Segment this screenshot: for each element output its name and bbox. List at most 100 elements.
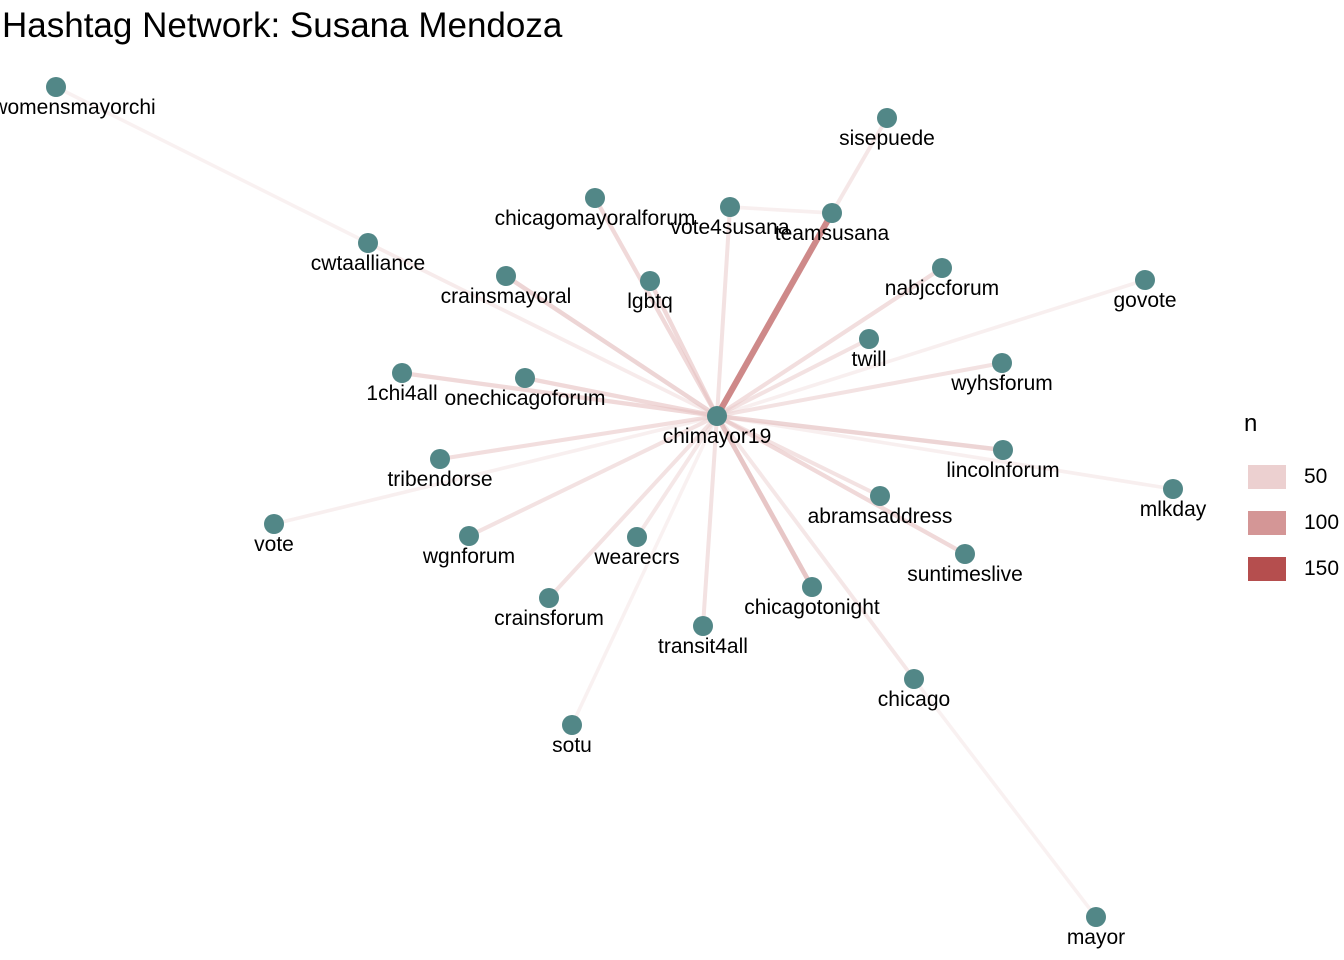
- node-label-twill: twill: [852, 348, 887, 371]
- node-crainsmayoral: [496, 266, 516, 286]
- node-label-womensmayorchi: womensmayorchi: [0, 96, 156, 119]
- legend-swatch-100: [1248, 511, 1286, 535]
- node-onechicagoforum: [515, 368, 535, 388]
- legend-label-100: 100: [1304, 511, 1340, 534]
- node-transit4all: [693, 616, 713, 636]
- node-govote: [1135, 270, 1155, 290]
- edge-chimayor19-wgnforum: [468, 414, 718, 538]
- node-sisepuede: [877, 108, 897, 128]
- node-label-crainsforum: crainsforum: [494, 607, 604, 630]
- legend-entry-150: 150: [1240, 546, 1339, 592]
- edge-chimayor19-sotu: [570, 415, 719, 726]
- node-lincolnforum: [993, 440, 1013, 460]
- edge-chimayor19-wearecrs: [635, 414, 719, 539]
- nodes-layer: [46, 77, 1183, 927]
- node-chimayor19: [707, 406, 727, 426]
- node-crainsforum: [539, 588, 559, 608]
- node-label-tribendorse: tribendorse: [387, 468, 492, 491]
- node-label-chicagomayoralforum: chicagomayoralforum: [495, 207, 696, 230]
- edge-chimayor19-twill: [716, 337, 870, 418]
- node-label-wgnforum: wgnforum: [422, 545, 515, 568]
- node-mlkday: [1163, 479, 1183, 499]
- node-label-teamsusana: teamsusana: [775, 222, 890, 245]
- node-label-govote: govote: [1113, 289, 1176, 312]
- node-label-lgbtq: lgbtq: [627, 290, 673, 313]
- edge-vote4susana-teamsusana: [729, 205, 833, 215]
- node-chicago: [904, 669, 924, 689]
- edge-chimayor19-vote4susana: [714, 206, 733, 417]
- node-label-nabjccforum: nabjccforum: [885, 277, 999, 300]
- node-abramsaddress: [870, 486, 890, 506]
- node-tribendorse: [430, 449, 450, 469]
- node-label-sisepuede: sisepuede: [839, 127, 935, 150]
- legend-swatch-150: [1248, 557, 1286, 581]
- node-label-wearecrs: wearecrs: [593, 546, 679, 569]
- edge-chicago-mayor: [912, 677, 1098, 919]
- node-chicagomayoralforum: [585, 188, 605, 208]
- legend-entry-100: 100: [1240, 500, 1339, 546]
- chart-title: Hashtag Network: Susana Mendoza: [2, 6, 563, 45]
- node-mayor: [1086, 907, 1106, 927]
- edge-teamsusana-sisepuede: [830, 117, 889, 214]
- node-wearecrs: [627, 527, 647, 547]
- edge-chimayor19-wyhsforum: [716, 361, 1003, 418]
- node-womensmayorchi: [46, 77, 66, 97]
- node-twill: [859, 329, 879, 349]
- node-chicagotonight: [802, 577, 822, 597]
- node-label-suntimeslive: suntimeslive: [907, 563, 1023, 586]
- edge-chimayor19-nabjccforum: [715, 266, 944, 418]
- legend-entry-50: 50: [1240, 454, 1339, 500]
- node-label-vote: vote: [254, 533, 294, 556]
- node-sotu: [562, 715, 582, 735]
- node-label-cwtaalliance: cwtaalliance: [311, 252, 425, 275]
- node-label-1chi4all: 1chi4all: [366, 382, 437, 405]
- edge-chimayor19-chicagomayoralforum: [593, 196, 719, 418]
- edge-chimayor19-suntimeslive: [715, 414, 967, 556]
- node-vote: [264, 514, 284, 534]
- node-label-transit4all: transit4all: [658, 635, 748, 658]
- legend-swatch-50: [1248, 465, 1286, 489]
- edge-chimayor19-tribendorse: [439, 413, 718, 462]
- node-vote4susana: [720, 197, 740, 217]
- edge-chimayor19-chicago: [715, 414, 916, 681]
- node-teamsusana: [822, 203, 842, 223]
- node-lgbtq: [640, 271, 660, 291]
- node-wyhsforum: [992, 353, 1012, 373]
- legend-title: n: [1244, 410, 1258, 437]
- edge-chimayor19-onechicagoforum: [524, 375, 718, 419]
- legend-label-150: 150: [1304, 557, 1340, 580]
- node-suntimeslive: [955, 544, 975, 564]
- node-label-mlkday: mlkday: [1140, 498, 1207, 521]
- edge-chimayor19-crainsforum: [547, 414, 719, 600]
- node-cwtaalliance: [358, 233, 378, 253]
- edge-chimayor19-crainsmayoral: [504, 274, 719, 418]
- node-label-lincolnforum: lincolnforum: [946, 459, 1059, 482]
- node-label-crainsmayoral: crainsmayoral: [441, 285, 572, 308]
- edge-chimayor19-cwtaalliance: [367, 241, 718, 418]
- edges-layer: [55, 85, 1174, 919]
- legend-label-50: 50: [1304, 465, 1328, 488]
- edge-chimayor19-teamsusana: [714, 211, 835, 418]
- node-label-chicagotonight: chicagotonight: [744, 596, 880, 619]
- node-1chi4all: [392, 363, 412, 383]
- edge-chimayor19-vote: [273, 414, 718, 526]
- edge-chimayor19-chicagotonight: [714, 414, 815, 589]
- node-label-vote4susana: vote4susana: [670, 216, 789, 239]
- edge-cwtaalliance-womensmayorchi: [55, 85, 369, 245]
- labels-layer: chimayor19 womensmayorchi cwtaalliance sise…: [0, 96, 1207, 949]
- legend: n 50 100 150: [1240, 410, 1339, 592]
- node-wgnforum: [459, 526, 479, 546]
- node-label-chimayor19: chimayor19: [663, 425, 772, 448]
- node-label-chicago: chicago: [878, 688, 950, 711]
- edge-chimayor19-govote: [716, 278, 1146, 418]
- node-label-mayor: mayor: [1067, 926, 1125, 949]
- node-label-sotu: sotu: [552, 734, 592, 757]
- node-label-onechicagoforum: onechicagoforum: [444, 387, 605, 410]
- node-label-abramsaddress: abramsaddress: [808, 505, 953, 528]
- node-label-wyhsforum: wyhsforum: [950, 372, 1053, 395]
- edge-chimayor19-transit4all: [700, 415, 720, 627]
- edge-chimayor19-lincolnforum: [716, 413, 1004, 453]
- edge-chimayor19-1chi4all: [401, 370, 718, 419]
- edge-chimayor19-mlkday: [716, 414, 1174, 491]
